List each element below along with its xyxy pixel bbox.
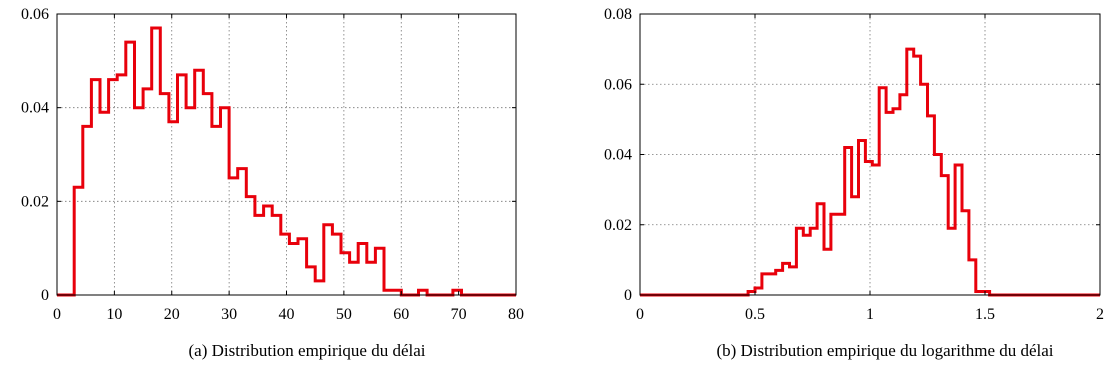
panel-a-xtick-label: 70: [451, 306, 467, 323]
panel-b-caption: (b) Distribution empirique du logarithme…: [716, 341, 1053, 360]
panel-a: 0 10 20 30 40 50 60 70 80 0 0.02 0.04 0.06 (a) Distr…: [21, 6, 524, 360]
panel-b: 0 0.5 1 1.5 2 0 0.02 0.04 0.06 0.08 (b) Distribut…: [604, 6, 1104, 360]
panel-b-xtick-label: 1: [866, 306, 874, 323]
panel-b-xtick-label: 0: [636, 306, 644, 323]
panel-a-xtick-label: 40: [279, 306, 295, 323]
panel-b-ytick-label: 0.06: [604, 76, 632, 93]
panel-a-caption: (a) Distribution empirique du délai: [189, 341, 426, 360]
panel-b-ytick-label: 0.04: [604, 147, 632, 164]
panel-a-xtick-label: 0: [53, 306, 61, 323]
panel-a-xtick-label: 50: [336, 306, 352, 323]
panel-b-xtick-label: 0.5: [745, 306, 765, 323]
panel-b-xtick-label: 1.5: [975, 306, 995, 323]
panel-b-xtick-label: 2: [1096, 306, 1104, 323]
panel-a-ytick-label: 0.02: [21, 193, 49, 210]
panel-a-xtick-label: 80: [508, 306, 524, 323]
panel-a-xtick-label: 30: [221, 306, 237, 323]
panel-b-step-series: [640, 47, 1100, 297]
panel-a-ytick-label: 0.06: [21, 6, 49, 23]
panel-a-xtick-label: 20: [164, 306, 180, 323]
panel-a-ytick-label: 0.04: [21, 100, 49, 117]
panel-a-xtick-label: 60: [393, 306, 409, 323]
panel-b-ytick-label: 0.02: [604, 217, 632, 234]
panel-a-xtick-label: 10: [106, 306, 122, 323]
panel-a-ytick-label: 0: [41, 287, 49, 304]
panel-b-ytick-label: 0.08: [604, 6, 632, 23]
panel-b-ytick-label: 0: [624, 287, 632, 304]
